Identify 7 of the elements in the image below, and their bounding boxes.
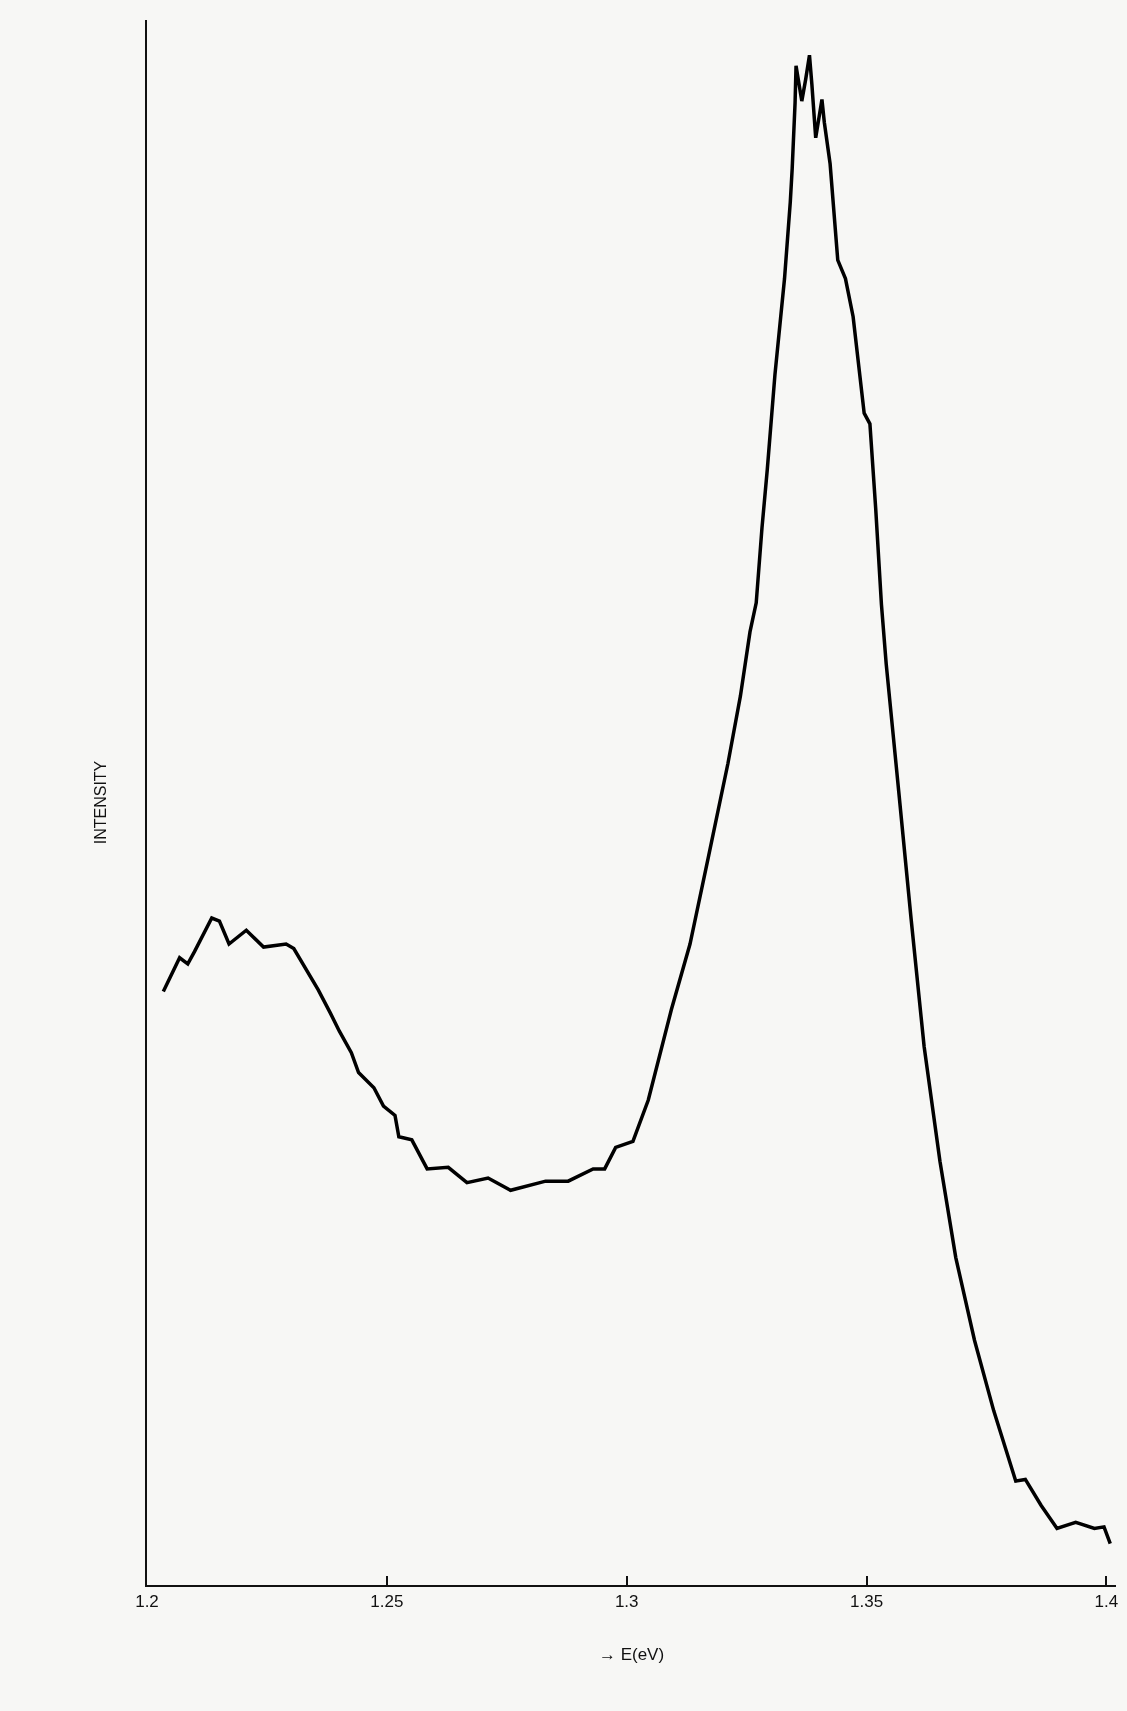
x-axis-title: → E(eV) bbox=[598, 1645, 665, 1665]
x-tick-label: 1.2 bbox=[135, 1592, 159, 1612]
x-tick-label: 1.35 bbox=[850, 1592, 884, 1612]
x-tick-label: 1.3 bbox=[614, 1592, 639, 1612]
x-tick-label: 1.4 bbox=[1094, 1592, 1119, 1612]
y-axis-title: INTENSITY bbox=[91, 760, 109, 845]
x-tick-label: 1.25 bbox=[370, 1592, 404, 1612]
